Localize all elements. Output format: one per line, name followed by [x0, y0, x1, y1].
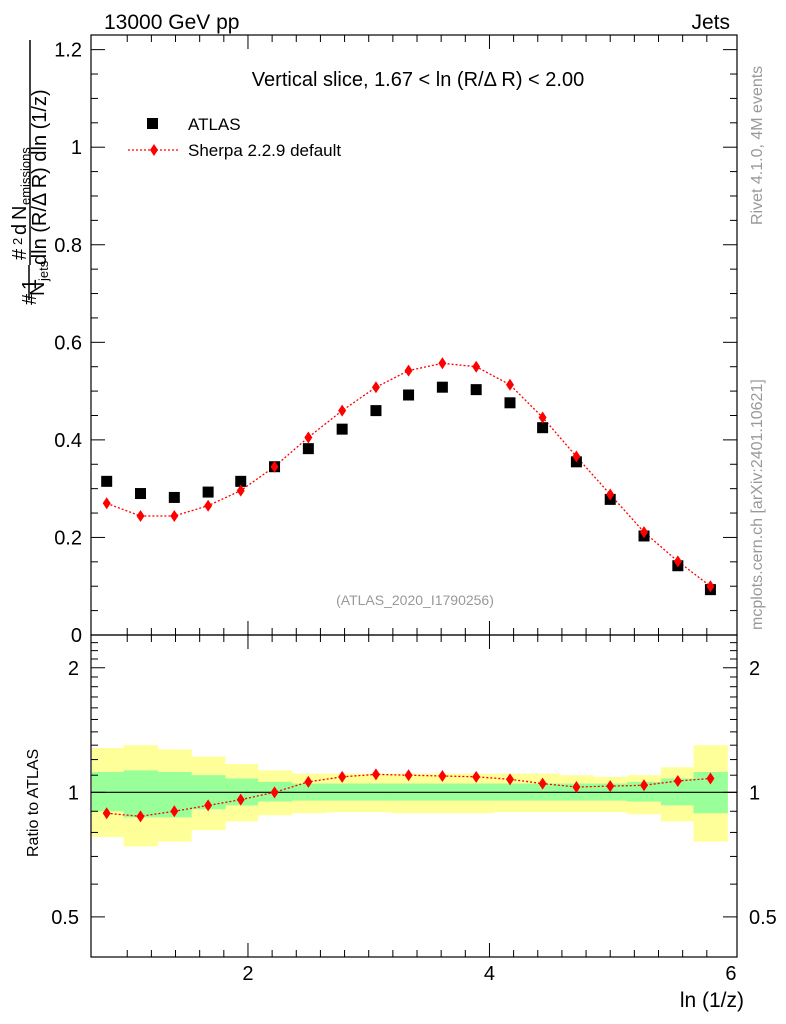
mcplots-label: mcplots.cern.ch [arXiv:2401.10621] [749, 379, 766, 630]
atlas-point [101, 475, 113, 487]
main-ytick-label: 0.2 [54, 527, 82, 549]
ratio-point [438, 770, 447, 783]
legend-sherpa-label: Sherpa 2.2.9 default [188, 141, 341, 160]
svg-text:N: N [9, 206, 31, 220]
atlas-point [504, 397, 516, 409]
sherpa-point [606, 488, 615, 501]
ratio-ytick-label-left: 2 [68, 658, 79, 680]
header-jets: Jets [691, 11, 730, 34]
ratio-point [371, 768, 380, 781]
sherpa-point [136, 509, 145, 522]
legend-atlas-marker [147, 118, 158, 129]
ratio-point [236, 793, 245, 806]
xtick-label: 2 [242, 963, 253, 985]
ratio-point [338, 770, 347, 783]
atlas-point [235, 475, 247, 487]
uncertainty-band-inner [92, 771, 125, 812]
ratio-point [304, 775, 313, 788]
sherpa-point [204, 499, 213, 512]
xtick-label: 4 [484, 963, 495, 985]
header-process: 13000 GeV pp [104, 11, 239, 34]
sherpa-point [640, 526, 649, 539]
sherpa-point [404, 364, 413, 377]
sherpa-point [371, 381, 380, 394]
analysis-watermark: (ATLAS_2020_I1790256) [336, 592, 494, 608]
main-ytick-label: 0.8 [54, 235, 82, 257]
ratio-point [170, 805, 179, 818]
ratio-ytick-label-right: 0.5 [749, 907, 777, 929]
svg-text:jets: jets [36, 260, 51, 282]
atlas-point [537, 422, 549, 434]
sherpa-point [304, 431, 313, 444]
rivet-label: Rivet 4.1.0, 4M events [749, 66, 766, 225]
ratio-point [706, 772, 715, 785]
ratio-ytick-label-right: 1 [749, 782, 760, 804]
ratio-y-label: Ratio to ATLAS [25, 749, 42, 857]
y-label-njets: N [27, 282, 49, 296]
y-label-one: 1 [19, 279, 41, 290]
sherpa-point [170, 509, 179, 522]
uncertainty-band-inner [123, 770, 158, 818]
ratio-point [505, 773, 514, 786]
svg-text:#: # [9, 248, 31, 260]
legend: ATLAS Sherpa 2.2.9 default [128, 115, 341, 160]
sherpa-point [270, 460, 279, 473]
main-ytick-label: 1 [71, 137, 82, 159]
ratio-point [673, 775, 682, 788]
atlas-point [403, 389, 415, 401]
sherpa-point [505, 378, 514, 391]
ratio-ytick-label-left: 1 [68, 782, 79, 804]
svg-text:2: 2 [10, 238, 25, 245]
main-ytick-label: 0 [71, 625, 82, 647]
ratio-point [204, 799, 213, 812]
ratio-ytick-label-left: 0.5 [51, 907, 79, 929]
x-axis-label: ln (1/z) [680, 989, 744, 1012]
atlas-point [135, 488, 147, 500]
ratio-point [136, 810, 145, 823]
ratio-ytick-label-right: 2 [749, 658, 760, 680]
atlas-point [202, 486, 214, 498]
uncertainty-band-inner [627, 781, 662, 802]
xtick-label: 6 [725, 963, 736, 985]
sherpa-point [236, 484, 245, 497]
main-ytick-label: 0.4 [54, 430, 82, 452]
main-ytick-label: 1.2 [54, 40, 82, 62]
ratio-point [472, 770, 481, 783]
sherpa-point [438, 357, 447, 370]
ratio-point [606, 780, 615, 793]
svg-text:#: # [19, 293, 41, 305]
ratio-point [102, 807, 111, 820]
atlas-point [302, 443, 314, 455]
ratio-point [640, 779, 649, 792]
svg-text:d: d [9, 224, 31, 235]
svg-text:dln (R/Δ R) dln (1/z): dln (R/Δ R) dln (1/z) [29, 89, 51, 265]
legend-sherpa-marker [150, 144, 158, 156]
sherpa-point [538, 411, 547, 424]
legend-atlas-label: ATLAS [188, 115, 241, 134]
main-panel: Vertical slice, 1.67 < ln (R/Δ R) < 2.00… [9, 34, 738, 647]
sherpa-point [706, 580, 715, 593]
atlas-point [436, 381, 448, 393]
ratio-point [572, 781, 581, 794]
sherpa-point [673, 555, 682, 568]
chart-title: Vertical slice, 1.67 < ln (R/Δ R) < 2.00 [252, 69, 584, 91]
sherpa-point [102, 497, 111, 510]
ratio-panel: 0.5 0.5 1 1 2 2 2 4 6 Ratio to ATLAS [25, 634, 777, 985]
sherpa-point [338, 404, 347, 417]
ratio-point [538, 777, 547, 790]
sherpa-point [472, 360, 481, 373]
atlas-point [470, 384, 482, 396]
sherpa-point [572, 450, 581, 463]
main-y-axis-label: # 1 N jets # 2 d N emissions dln (R/Δ R)… [9, 40, 51, 305]
atlas-point [336, 423, 348, 435]
atlas-point [370, 405, 382, 417]
ratio-point [404, 769, 413, 782]
main-ytick-label: 0.6 [54, 332, 82, 354]
atlas-point [168, 491, 180, 503]
ratio-point [270, 786, 279, 799]
ratio-frame [90, 634, 738, 958]
